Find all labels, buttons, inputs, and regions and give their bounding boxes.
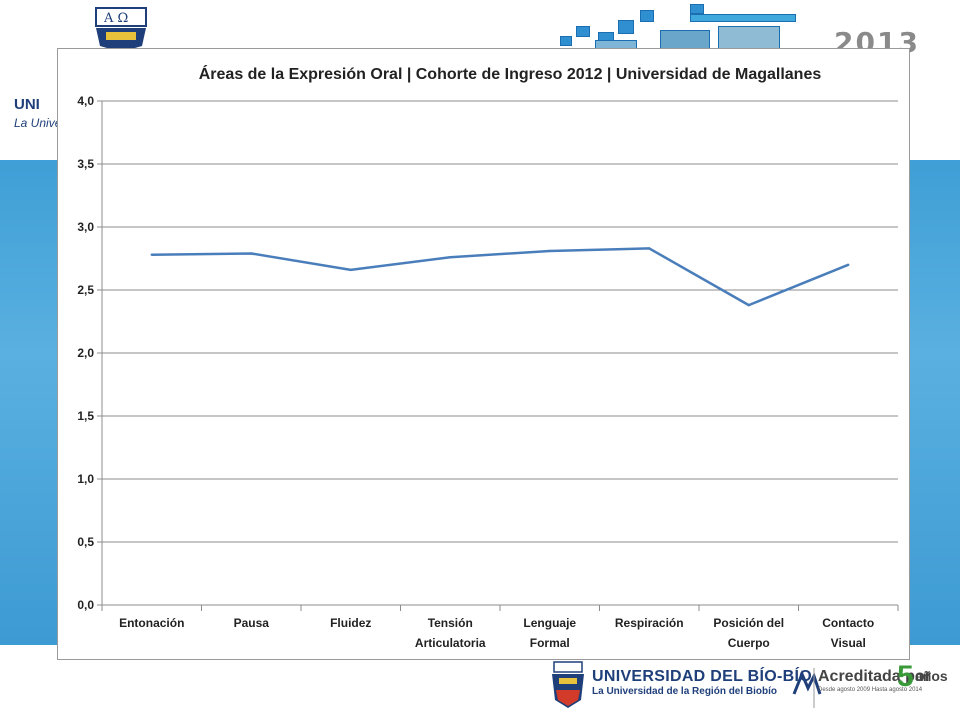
y-tick-label: 3,5 bbox=[77, 157, 94, 171]
x-tick-label-line: Formal bbox=[530, 636, 570, 650]
accreditation-logo-icon bbox=[792, 668, 822, 708]
footer-university-tagline: La Universidad de la Región del Biobío bbox=[592, 686, 778, 697]
x-tick-label-line: Articulatoria bbox=[415, 636, 486, 650]
x-tick-label-line: Lenguaje bbox=[523, 616, 576, 630]
x-tick-label-line: Visual bbox=[831, 636, 866, 650]
y-tick-label: 4,0 bbox=[77, 94, 94, 108]
left-org-name: UNI bbox=[14, 96, 40, 113]
x-tick-label-line: Cuerpo bbox=[728, 636, 770, 650]
x-tick-label: Fluidez bbox=[330, 616, 371, 630]
series-line bbox=[151, 247, 849, 307]
data-point bbox=[150, 253, 153, 256]
accreditation-years: 5 bbox=[897, 660, 914, 693]
y-tick-label: 2,0 bbox=[77, 346, 94, 360]
data-point bbox=[747, 303, 750, 307]
accreditation-label: Acreditada por bbox=[818, 668, 931, 685]
decor-square bbox=[640, 10, 654, 22]
y-tick-label: 0,0 bbox=[77, 598, 94, 612]
chart-container: Áreas de la Expresión Oral | Cohorte de … bbox=[57, 48, 910, 660]
y-tick-label: 2,5 bbox=[77, 283, 94, 297]
x-tick-label-line: Tensión bbox=[428, 616, 473, 630]
university-crest-icon: A Ω bbox=[95, 7, 147, 52]
x-tick-label: Pausa bbox=[234, 616, 270, 630]
x-tick-label-line: Posición del bbox=[713, 616, 784, 630]
data-point bbox=[548, 249, 551, 253]
accreditation-unit: años bbox=[915, 668, 948, 684]
data-point bbox=[648, 247, 651, 250]
svg-text:A Ω: A Ω bbox=[103, 11, 128, 26]
x-tick-label: Posición del Cuerpo bbox=[713, 616, 784, 650]
x-tick-label-line: Pausa bbox=[234, 616, 270, 630]
y-tick-label: 1,0 bbox=[77, 472, 94, 486]
left-org-tagline: La Unive bbox=[14, 116, 62, 130]
x-tick-label: Entonación bbox=[119, 616, 184, 630]
decor-square bbox=[690, 4, 704, 14]
data-point bbox=[847, 263, 850, 266]
decor-square bbox=[618, 20, 634, 34]
y-tick-label: 3,0 bbox=[77, 220, 94, 234]
x-tick-label-line: Contacto bbox=[822, 616, 874, 630]
x-tick-label: Respiración bbox=[615, 616, 684, 630]
y-tick-label: 0,5 bbox=[77, 535, 94, 549]
decor-bar bbox=[690, 14, 796, 22]
x-tick-label-line: Fluidez bbox=[330, 616, 371, 630]
x-tick-label: Lenguaje Formal bbox=[523, 616, 576, 650]
accreditation-detail: Desde agosto 2009 Hasta agosto 2014 bbox=[818, 687, 923, 693]
footer-crest-icon bbox=[552, 661, 584, 708]
x-tick-label-line: Entonación bbox=[119, 616, 184, 630]
data-point bbox=[449, 256, 452, 259]
decor-photo bbox=[718, 26, 780, 52]
chart-title: Áreas de la Expresión Oral | Cohorte de … bbox=[199, 64, 822, 83]
line-chart: Áreas de la Expresión Oral | Cohorte de … bbox=[77, 64, 899, 650]
x-tick-label: Tensión Articulatoria bbox=[415, 616, 486, 650]
data-point bbox=[250, 252, 253, 255]
data-point bbox=[349, 268, 352, 272]
decor-square bbox=[576, 26, 590, 37]
y-tick-label: 1,5 bbox=[77, 409, 94, 423]
decor-square bbox=[560, 36, 572, 46]
x-tick-label-line: Respiración bbox=[615, 616, 684, 630]
x-tick-label: Contacto Visual bbox=[822, 616, 874, 650]
footer-university-name: UNIVERSIDAD DEL BÍO-BÍO bbox=[592, 668, 812, 685]
